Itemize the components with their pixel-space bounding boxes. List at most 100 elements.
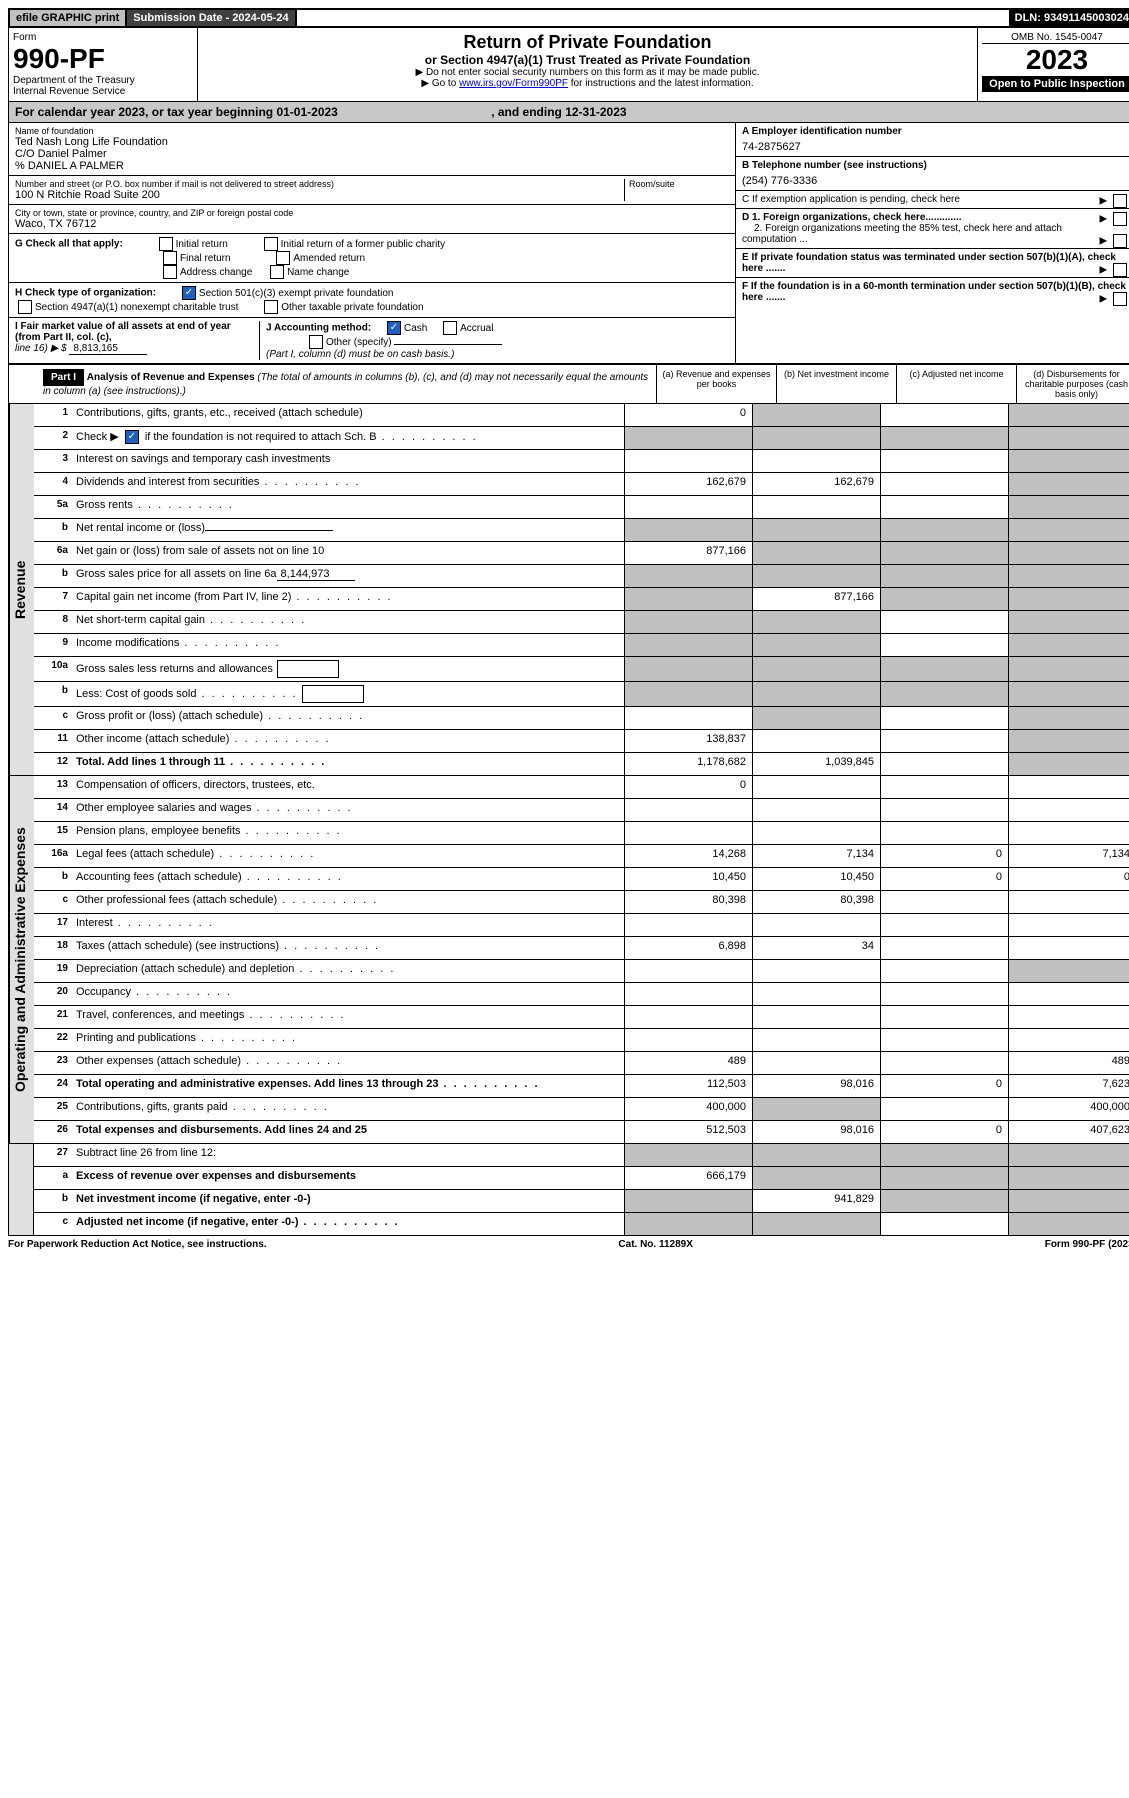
c-block: C If exemption application is pending, c… (736, 191, 1129, 209)
gross-sales-box[interactable] (277, 660, 339, 678)
open-public-badge: Open to Public Inspection (982, 76, 1129, 92)
part1-title: Analysis of Revenue and Expenses (87, 372, 255, 383)
checkbox-other-tax[interactable] (264, 300, 278, 314)
opt-final: Final return (180, 253, 231, 264)
table-row: 14Other employee salaries and wages (34, 799, 1129, 822)
irs-link[interactable]: www.irs.gov/Form990PF (459, 78, 568, 89)
checkbox-4947[interactable] (18, 300, 32, 314)
ij-block: I Fair market value of all assets at end… (9, 318, 735, 363)
checkbox-c[interactable] (1113, 194, 1127, 208)
table-row: 13Compensation of officers, directors, t… (34, 776, 1129, 799)
checkbox-address[interactable] (163, 265, 177, 279)
form-label: Form (13, 32, 193, 43)
form-title: Return of Private Foundation (202, 32, 973, 53)
j-label: J Accounting method: (266, 323, 371, 334)
net-rental-field[interactable] (205, 530, 333, 531)
table-row: 1Contributions, gifts, grants, etc., rec… (34, 404, 1129, 427)
table-row: 27Subtract line 26 from line 12: (34, 1144, 1129, 1167)
col-b-head: (b) Net investment income (776, 365, 896, 403)
expenses-table: Operating and Administrative Expenses 13… (8, 776, 1129, 1144)
table-row: 7Capital gain net income (from Part IV, … (34, 588, 1129, 611)
table-row: 21Travel, conferences, and meetings (34, 1006, 1129, 1029)
opt-initial-former: Initial return of a former public charit… (281, 239, 446, 250)
table-row: aExcess of revenue over expenses and dis… (34, 1167, 1129, 1190)
table-row: 17Interest (34, 914, 1129, 937)
cal-mid: , and ending (491, 105, 565, 119)
name-label: Name of foundation (15, 126, 729, 136)
table-row: 24Total operating and administrative exp… (34, 1075, 1129, 1098)
cal-pre: For calendar year 2023, or tax year begi… (15, 105, 276, 119)
addr-label: Number and street (or P.O. box number if… (15, 179, 624, 189)
irs-label: Internal Revenue Service (13, 86, 193, 97)
checkbox-final[interactable] (163, 251, 177, 265)
care-of: C/O Daniel Palmer (15, 148, 729, 160)
table-row: cGross profit or (loss) (attach schedule… (34, 707, 1129, 730)
revenue-table: Revenue 1Contributions, gifts, grants, e… (8, 404, 1129, 776)
footer: For Paperwork Reduction Act Notice, see … (8, 1236, 1129, 1253)
info-grid: Name of foundation Ted Nash Long Life Fo… (8, 123, 1129, 364)
checkbox-f[interactable] (1113, 292, 1127, 306)
gross-sales-value: 8,144,973 (277, 568, 355, 581)
j-note: (Part I, column (d) must be on cash basi… (266, 349, 454, 360)
line27-table: 27Subtract line 26 from line 12: aExcess… (8, 1144, 1129, 1236)
efile-print-button[interactable]: efile GRAPHIC print (10, 10, 127, 26)
opt-other-method: Other (specify) (326, 337, 392, 348)
table-row: 26Total expenses and disbursements. Add … (34, 1121, 1129, 1143)
table-row: bNet investment income (if negative, ent… (34, 1190, 1129, 1213)
opt-address: Address change (180, 267, 252, 278)
g-block: G Check all that apply: Initial return I… (9, 234, 735, 283)
phone-block: B Telephone number (see instructions) (2… (736, 157, 1129, 191)
checkbox-e[interactable] (1113, 263, 1127, 277)
table-row: 5aGross rents (34, 496, 1129, 519)
d2-label: 2. Foreign organizations meeting the 85%… (742, 223, 1062, 245)
checkbox-501c3[interactable] (182, 286, 196, 300)
other-specify-field[interactable] (394, 344, 502, 345)
checkbox-cash[interactable] (387, 321, 401, 335)
table-row: bAccounting fees (attach schedule)10,450… (34, 868, 1129, 891)
table-row: 20Occupancy (34, 983, 1129, 1006)
f-label: F If the foundation is in a 60-month ter… (742, 281, 1126, 303)
checkbox-name[interactable] (270, 265, 284, 279)
checkbox-initial[interactable] (159, 237, 173, 251)
col-a-head: (a) Revenue and expenses per books (656, 365, 776, 403)
checkbox-d1[interactable] (1113, 212, 1127, 226)
note2-post: for instructions and the latest informat… (568, 78, 754, 89)
table-row: cAdjusted net income (if negative, enter… (34, 1213, 1129, 1235)
table-row: 3Interest on savings and temporary cash … (34, 450, 1129, 473)
e-label: E If private foundation status was termi… (742, 252, 1116, 274)
checkbox-other-method[interactable] (309, 335, 323, 349)
table-row: 18Taxes (attach schedule) (see instructi… (34, 937, 1129, 960)
table-row: 6aNet gain or (loss) from sale of assets… (34, 542, 1129, 565)
ein-block: A Employer identification number 74-2875… (736, 123, 1129, 157)
city-block: City or town, state or province, country… (9, 205, 735, 234)
table-row: bGross sales price for all assets on lin… (34, 565, 1129, 588)
checkbox-amended[interactable] (276, 251, 290, 265)
revenue-side-label: Revenue (9, 404, 34, 775)
phone-value: (254) 776-3336 (742, 175, 1129, 187)
table-row: 4Dividends and interest from securities1… (34, 473, 1129, 496)
opt-cash: Cash (404, 323, 427, 334)
checkbox-sch-b[interactable] (125, 430, 139, 444)
addr-value: 100 N Ritchie Road Suite 200 (15, 189, 624, 201)
ein-value: 74-2875627 (742, 141, 1129, 153)
submission-date: Submission Date - 2024-05-24 (127, 10, 296, 26)
form-note-2: ▶ Go to www.irs.gov/Form990PF for instru… (202, 78, 973, 89)
checkbox-accrual[interactable] (443, 321, 457, 335)
opt-accrual: Accrual (460, 323, 493, 334)
cogs-box[interactable] (302, 685, 364, 703)
table-row: bNet rental income or (loss) (34, 519, 1129, 542)
table-row: 25Contributions, gifts, grants paid400,0… (34, 1098, 1129, 1121)
opt-4947: Section 4947(a)(1) nonexempt charitable … (35, 302, 238, 313)
form-header: Form 990-PF Department of the Treasury I… (8, 28, 1129, 102)
dln-label: DLN: 93491145003024 (1009, 10, 1129, 26)
table-row: 2Check ▶ if the foundation is not requir… (34, 427, 1129, 450)
opt-501c3: Section 501(c)(3) exempt private foundat… (199, 288, 394, 299)
table-row: 22Printing and publications (34, 1029, 1129, 1052)
e-block: E If private foundation status was termi… (736, 249, 1129, 278)
opt-amended: Amended return (293, 253, 365, 264)
form-subtitle: or Section 4947(a)(1) Trust Treated as P… (202, 53, 973, 67)
address-block: Number and street (or P.O. box number if… (9, 176, 735, 205)
checkbox-d2[interactable] (1113, 234, 1127, 248)
table-row: 15Pension plans, employee benefits (34, 822, 1129, 845)
checkbox-initial-former[interactable] (264, 237, 278, 251)
